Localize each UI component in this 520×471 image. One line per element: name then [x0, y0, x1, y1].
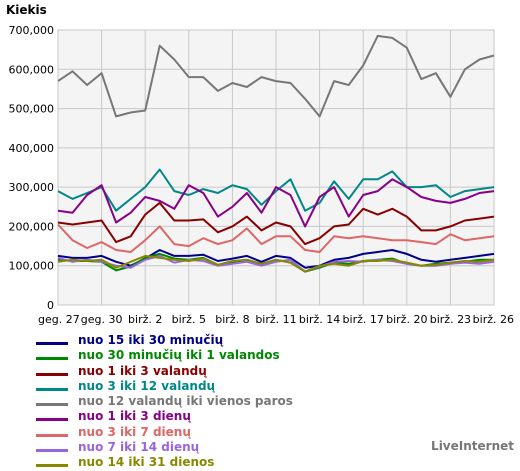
- legend-label: nuo 30 minučių iki 1 valandos: [78, 348, 280, 363]
- x-tick-label: birž. 20: [386, 313, 427, 326]
- series-line: [57, 223, 495, 253]
- x-tick-label: geg. 30: [81, 313, 123, 326]
- y-tick-label: 200,000: [9, 220, 55, 233]
- series-line: [57, 201, 495, 246]
- y-axis-ticks: 0 100,000 200,000 300,000 400,000 500,000 600,…: [9, 24, 55, 312]
- y-tick-label: 700,000: [9, 24, 55, 37]
- y-tick-label: 500,000: [9, 103, 55, 116]
- legend-swatch: [36, 403, 68, 407]
- legend-swatch: [36, 418, 68, 422]
- line-chart: Kiekis 0 100,000 200,000 300,000 400,000 500,…: [6, 3, 514, 326]
- series-line: [57, 34, 495, 118]
- series-line: [57, 168, 495, 212]
- legend-label: nuo 14 iki 31 dienos: [78, 455, 215, 470]
- legend-swatch: [36, 387, 68, 391]
- series-lines: [57, 34, 495, 273]
- legend-swatch: [36, 357, 68, 361]
- x-tick-label: birž. 11: [255, 313, 296, 326]
- legend-swatch: [36, 433, 68, 437]
- x-tick-label: birž. 14: [299, 313, 340, 326]
- legend-swatch: [36, 464, 68, 468]
- x-tick-label: geg. 27: [38, 313, 80, 326]
- legend-label: nuo 3 iki 12 valandų: [78, 378, 216, 393]
- legend-label: nuo 3 iki 7 dienų: [78, 424, 191, 439]
- x-tick-label: birž. 23: [430, 313, 471, 326]
- legend-label: nuo 1 iki 3 dienų: [78, 409, 191, 424]
- legend-swatch: [36, 342, 68, 345]
- x-tick-label: birž. 26: [473, 313, 514, 326]
- y-axis-title: Kiekis: [6, 3, 47, 17]
- y-tick-label: 600,000: [9, 63, 55, 76]
- series-line: [57, 254, 495, 273]
- legend-label: nuo 12 valandų iki vienos paros: [78, 394, 293, 409]
- legend-swatch: [36, 449, 68, 453]
- brand-label: LiveInternet: [431, 439, 514, 453]
- y-tick-label: 0: [47, 299, 54, 312]
- legend-label: nuo 15 iki 30 minučių: [78, 333, 224, 347]
- series-line: [57, 178, 495, 228]
- y-tick-label: 400,000: [9, 142, 55, 155]
- x-axis-ticks: geg. 27 geg. 30 birž. 2 birž. 5 birž. 8 birž.…: [38, 313, 514, 326]
- x-tick-label: birž. 5: [172, 313, 206, 326]
- legend-label: nuo 7 iki 14 dienų: [78, 440, 200, 455]
- x-tick-label: birž. 8: [215, 313, 249, 326]
- grid: [57, 29, 495, 306]
- x-tick-label: birž. 17: [343, 313, 384, 326]
- legend-label: nuo 1 iki 3 valandų: [78, 363, 207, 378]
- x-tick-label: birž. 2: [128, 313, 162, 326]
- y-tick-label: 300,000: [9, 181, 55, 194]
- legend-swatch: [36, 372, 68, 376]
- y-tick-label: 100,000: [9, 260, 55, 273]
